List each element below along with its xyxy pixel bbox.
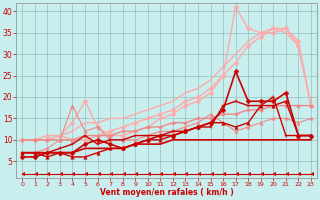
X-axis label: Vent moyen/en rafales ( km/h ): Vent moyen/en rafales ( km/h ): [100, 188, 234, 197]
